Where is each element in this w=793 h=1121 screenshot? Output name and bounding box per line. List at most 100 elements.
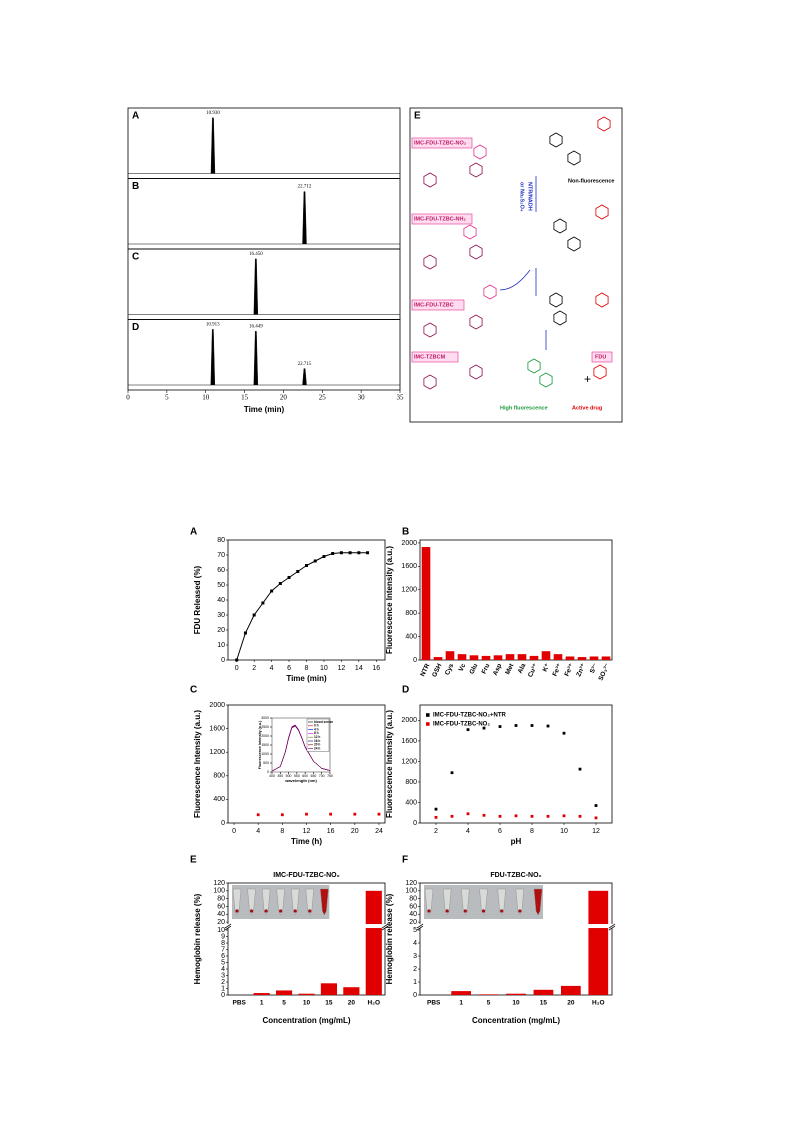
structure-sketch xyxy=(423,116,611,390)
bar xyxy=(253,993,270,995)
y-tick-label: 1600 xyxy=(401,738,417,745)
data-point xyxy=(331,552,335,555)
data-point xyxy=(514,814,518,818)
scheme-note: Non-fluorescence xyxy=(568,178,614,184)
y-tick-label: 1 xyxy=(413,979,417,986)
x-axis-label: Concentration (mg/mL) xyxy=(263,1016,351,1025)
chart-title: FDU-TZBC-NO₂ xyxy=(490,872,541,879)
y-tick-label: 70 xyxy=(217,552,225,559)
x-tick-label: 1 xyxy=(260,1000,264,1007)
x-tick-label: 6 xyxy=(287,665,291,672)
y-axis-label: Fluorescence Intensity (a.u.) xyxy=(258,720,262,769)
data-point xyxy=(578,767,582,771)
ring xyxy=(539,372,553,388)
x-tick-label: 8 xyxy=(280,828,284,835)
ring xyxy=(469,314,483,330)
compound-box xyxy=(591,351,613,363)
x-tick-label: 0 xyxy=(126,394,130,402)
tube xyxy=(305,888,315,916)
ring xyxy=(549,292,563,308)
x-tick-label: 10 xyxy=(320,665,328,672)
tube-pellet xyxy=(536,909,540,913)
panel-frame xyxy=(127,107,401,179)
x-axis-label: wavelength (nm) xyxy=(284,778,317,783)
y-axis-label: Fluorescence Intensity (a.u.) xyxy=(385,546,394,654)
peak-label: 16.450 xyxy=(249,252,263,257)
panel-label: F xyxy=(402,855,408,866)
x-tick-label: 5 xyxy=(165,394,169,402)
data-point xyxy=(562,731,566,735)
panel-frame xyxy=(127,319,401,391)
y-tick-label: 3 xyxy=(413,953,417,960)
bar xyxy=(541,651,551,660)
data-point xyxy=(498,725,502,728)
y-tick-label: 100 xyxy=(213,888,225,895)
y-tick-label: 400 xyxy=(405,633,417,640)
data-point xyxy=(280,813,284,817)
compound-name: FDU xyxy=(595,354,606,360)
y-axis-label: FDU Released (%) xyxy=(193,565,202,634)
y-tick-label: 80 xyxy=(409,895,417,902)
y-tick-label: 20 xyxy=(217,627,225,634)
y-tick-label: 0 xyxy=(221,820,225,827)
tube xyxy=(291,888,300,916)
x-tick-label: 4 xyxy=(270,665,274,672)
bar xyxy=(588,890,609,995)
ring xyxy=(553,310,567,326)
peak-label: 10.913 xyxy=(206,322,220,327)
y-axis-label: Fluorescence Intensity (a.u.) xyxy=(193,710,202,818)
x-tick-label: 2 xyxy=(252,665,256,672)
data-point xyxy=(434,815,438,819)
data-point xyxy=(578,814,582,818)
compound-box xyxy=(411,351,459,363)
axis-frame xyxy=(227,539,386,661)
scheme-note: or Na₂S₂O₄ xyxy=(519,182,525,212)
bar xyxy=(529,655,539,660)
peak xyxy=(253,258,259,315)
peak xyxy=(210,117,216,174)
data-point xyxy=(252,613,256,617)
x-tick-label: 16 xyxy=(327,828,335,835)
y-tick-label: 5 xyxy=(413,927,417,934)
legend-label: IMC-FDU-TZBC-NO₂+NTR xyxy=(433,713,506,719)
tube-pellet xyxy=(518,909,522,913)
y-tick-label: 5 xyxy=(221,959,225,966)
data-point xyxy=(450,771,454,775)
y-tick-label: 8 xyxy=(221,940,225,947)
ring xyxy=(567,150,581,166)
ring xyxy=(423,322,437,338)
panel-label: D xyxy=(402,685,409,696)
x-tick-label: Zn²⁺ xyxy=(575,662,587,678)
legend-label: 8 h xyxy=(314,731,319,735)
y-tick-label: 2000 xyxy=(401,717,417,724)
y-tick-label: 40 xyxy=(217,911,225,918)
x-tick-label: 25 xyxy=(319,394,327,402)
compound-name: IMC-TZBCM xyxy=(414,354,446,360)
x-tick-label: 750 xyxy=(327,774,333,778)
x-tick-label: 650 xyxy=(311,774,317,778)
tube xyxy=(320,888,329,916)
tube xyxy=(515,888,525,916)
data-point xyxy=(313,559,317,563)
tube-pellet xyxy=(500,909,504,913)
scheme: E IMC-FDU-TZBC-NO₂ IMC-FDU-TZBC-NH₂ IMC-… xyxy=(409,107,623,423)
x-axis-label: Time (min) xyxy=(244,405,285,414)
x-tick-label: 12 xyxy=(303,828,311,835)
data-point xyxy=(357,551,361,555)
tube xyxy=(232,888,242,916)
y-tick-label: 1200 xyxy=(209,749,225,756)
y-tick-label: 6 xyxy=(221,953,225,960)
y-tick-label: 10 xyxy=(217,927,225,934)
data-point xyxy=(514,724,518,727)
peak-label: 22.715 xyxy=(298,362,312,367)
x-tick-label: 2 xyxy=(434,828,438,835)
x-tick-label: 500 xyxy=(286,774,292,778)
panel-label: E xyxy=(190,855,197,866)
x-tick-label: Glu xyxy=(468,663,479,676)
tube xyxy=(276,888,285,916)
y-tick-label: 9 xyxy=(221,933,225,940)
x-tick-label: 20 xyxy=(280,394,288,402)
data-point xyxy=(546,814,550,818)
x-tick-label: 400 xyxy=(269,774,275,778)
bar xyxy=(481,655,491,660)
